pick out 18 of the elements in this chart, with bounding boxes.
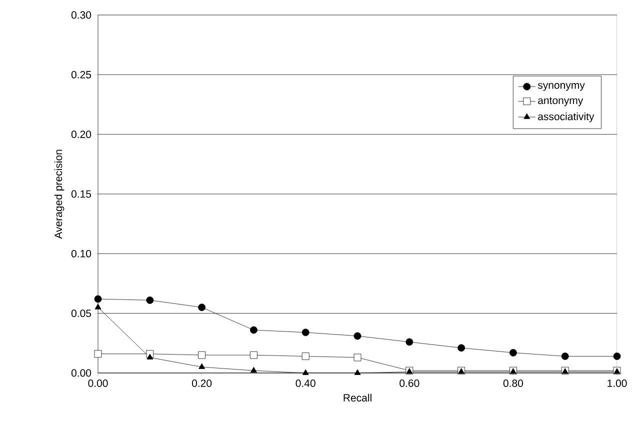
y-tick-label: 0.10 xyxy=(71,250,92,258)
x-tick-label: 1.00 xyxy=(608,380,627,387)
legend-label: antonymy xyxy=(538,97,584,106)
y-tick-label: 0.05 xyxy=(71,310,92,318)
x-tick-label: 0.60 xyxy=(400,380,420,387)
x-axis-title: Recall xyxy=(344,394,372,402)
y-axis-title: Averaged precision xyxy=(54,150,64,239)
x-tick-label: 0.40 xyxy=(296,380,316,387)
y-tick-label: 0.00 xyxy=(71,369,92,377)
y-tick-label: 0.30 xyxy=(71,11,92,19)
y-tick-label: 0.25 xyxy=(71,70,92,78)
x-tick-label: 0.80 xyxy=(503,380,523,387)
y-tick-label: 0.15 xyxy=(71,190,92,198)
x-tick-label: 0.00 xyxy=(88,380,108,387)
y-tick-label: 0.20 xyxy=(71,130,92,138)
x-tick-label: 0.20 xyxy=(192,380,212,387)
legend-label: associativity xyxy=(538,112,594,122)
legend-label: synonymy xyxy=(538,83,585,91)
